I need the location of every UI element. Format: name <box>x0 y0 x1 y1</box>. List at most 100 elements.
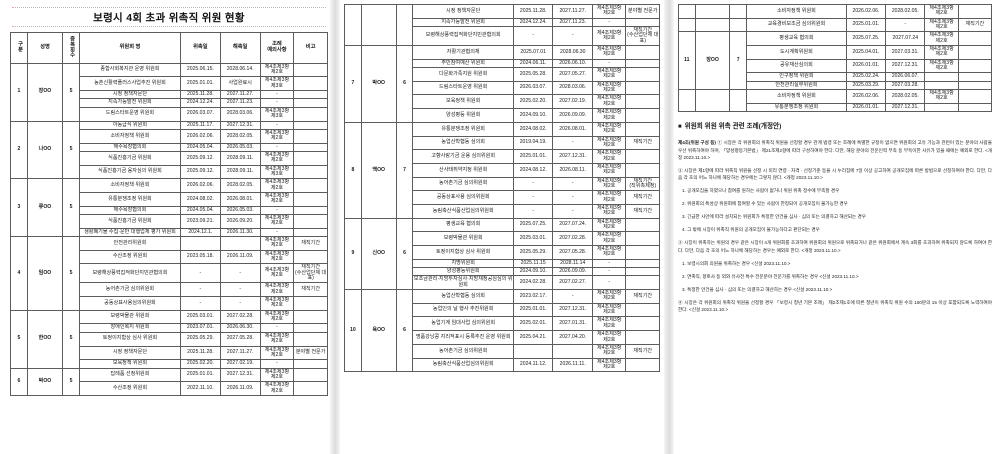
cell-committee: 보육정책 위원회 <box>78 359 181 369</box>
cell-end-date: 2026.11.11. <box>552 357 594 373</box>
cell-start-date: 2026.02.06. <box>845 4 887 19</box>
cell-start-date: 2026.03.07. <box>179 106 221 122</box>
col-header-name: 성명 <box>26 32 64 64</box>
cell-end-date: 2027.11.23. <box>552 17 594 28</box>
cell-note <box>625 267 660 277</box>
ordinance-note-block: ■ 위원회 위원 위촉 관련 조례(개정안) 제4조(위원 구성 등) ① 시장은… <box>678 122 992 313</box>
cell-committee: 소비자정책 위원회 <box>746 89 847 104</box>
cell-start-date: - <box>512 26 554 47</box>
cell-ordinance: - <box>592 258 627 269</box>
cell-committee: 농어촌기금 심의위원회 <box>412 343 514 359</box>
cell-note: 분야별 전문가 <box>293 345 328 361</box>
cell-note <box>293 98 328 108</box>
cell-index: 5 <box>10 309 28 369</box>
table-row: 4 임OO 5 안전관리위원회 제4조제3항 제2호 재직기간 <box>10 236 328 311</box>
cell-committee: 지속가능발전 위원회 <box>78 98 181 108</box>
table-row: 보령해상풍력집적화단지민관협의회 - - 제4조제3항 제2호 재직기간 (수산업단체 대표… <box>11 263 328 284</box>
cell-start-date: 2026.02.06. <box>845 89 887 104</box>
cell-name <box>694 4 731 19</box>
table-row: 수산조정 위원회 2022.11.10. 2026.11.09. 제4조제3항 제2호 <box>11 381 328 396</box>
cell-committee: 유통분쟁조정 위원회 <box>78 191 181 207</box>
cell-start-date: 2025.07.25. <box>845 31 887 47</box>
cell-note <box>293 90 328 100</box>
cell-note <box>625 67 660 82</box>
cell-start-date: 2025.11.28. <box>512 4 554 19</box>
cell-ordinance: 제4조제3항 제2호 <box>259 331 295 347</box>
cell-index: 4 <box>10 236 28 311</box>
table-row: 명품강낭콩 지리적표시 등록추진 운영 위원회 2025.04.21. 2027.0… <box>345 330 660 345</box>
table-row: 공동상표사용 심의위원회 - - 제4조제3항 제2호 재직기간 <box>345 190 660 205</box>
cell-start-date: 2025.01.01. <box>512 149 554 164</box>
cell-end-date: 2027.05.28. <box>219 331 261 347</box>
cell-note <box>625 275 660 291</box>
ordinance-item-2-3: 3. 특정한 안건을 심사ㆍ심의 또는 의결하고 해산하는 경우 <신설 202… <box>682 286 833 292</box>
cell-end-date: - <box>552 26 594 47</box>
cell-end-date: 2027.07.24. <box>552 217 594 233</box>
table-row: 지속가능발전 위원회 2024.12.24. 2027.11.23. - <box>11 98 328 108</box>
cell-name: 박OO <box>26 367 64 396</box>
cell-end-date: 2028.06.30 <box>552 45 594 60</box>
cell-committee: 지명위원회 <box>412 258 514 269</box>
cell-end-date: 2028.09.11. <box>219 150 261 166</box>
cell-committee: 자활기관협의체 <box>412 45 514 60</box>
cell-end-date: 2026.06.10. <box>552 58 594 69</box>
table-row: 보령해상풍력집적화단지민관협의회 - - 제4조제3항 제2호 재직기간 (수산업단체 대표… <box>345 26 660 47</box>
cell-note <box>625 357 660 373</box>
cell-committee: 교육경비보조금 심의위원회 <box>746 17 847 33</box>
table-row: 농촌신활력플러스사업추진 위원회 2025.01.01. 사업완료시 제4조제3항 제3… <box>11 76 328 92</box>
table-row: 안전관리실무위원회 2025.03.29. 2027.03.28. <box>679 80 993 91</box>
cell-committee: 농업기계 임대사업 심의위원회 <box>412 316 514 332</box>
cell-note <box>957 80 993 91</box>
cell-ordinance: 제4조제3항 제2호 <box>592 67 627 82</box>
cell-index <box>344 3 362 47</box>
cell-start-date: 2025.03.29. <box>845 80 887 91</box>
cell-committee: 농업인의 날 행사 추진위원회 <box>412 302 514 318</box>
cell-start-date: 2025.02.20. <box>179 359 221 369</box>
cell-end-date: 2027.12.31. <box>552 149 594 164</box>
ordinance-heading-text: 위원회 위원 위촉 관련 조례(개정안) <box>684 123 782 131</box>
cell-ordinance: 제4조제3항 제2호 <box>259 62 295 78</box>
table-row: 보령박물관 위원회 2025.03.01. 2027.02.28. 제4조제3항 제2호 <box>345 231 660 247</box>
cell-start-date: 2024.08.02. <box>179 191 221 207</box>
cell-committee: 농어촌기금 심의위원회 <box>412 176 514 192</box>
cell-end-date: 2027.12.31. <box>552 302 594 318</box>
cell-start-date: 2024.12.24. <box>512 17 554 28</box>
cell-ordinance: 제4조제3항 제2호 <box>924 31 959 47</box>
cell-end-date: - <box>552 289 594 304</box>
cell-end-date: 2026.08.01. <box>219 191 261 207</box>
table-row: 10 육OO 6 농업산학협동 심의회 2023.02.17. - 제4조제3항 제2호 재직기… <box>344 289 660 373</box>
cell-start-date <box>512 343 554 359</box>
table-row: 시정 정책자문단 2025.11.28. 2027.11.27. 제4조제3항 제2호 분… <box>344 3 660 47</box>
cell-end-date: - <box>219 282 261 298</box>
cell-end-date: 2026.11.09. <box>219 249 261 265</box>
cell-note <box>957 89 993 104</box>
cell-committee: 답례품 선정위원회 <box>78 367 181 383</box>
committee-table-part3: 소비자정책 위원회 2026.02.06. 2028.02.05. 제4조제3항 제2호… <box>678 4 993 113</box>
cell-start-date: 2019.04.19. <box>512 135 554 151</box>
cell-committee: 양성평등 위원회 <box>412 108 514 123</box>
cell-note <box>293 106 328 122</box>
cell-note <box>293 191 328 207</box>
col-header-ordinance: 조례 예외사항 <box>259 32 295 64</box>
table-row: 보육정책 위원회 2025.02.20. 2027.02.19. 제4조제3항 제2호 <box>345 94 660 110</box>
cell-count: 6 <box>395 45 414 123</box>
cell-ordinance: - <box>259 142 295 152</box>
table-row: 해수욕장협의회 2024.05.04. 2026.05.03. - <box>11 205 328 215</box>
cell-ordinance: 제4조제3항 제2호 <box>924 89 959 104</box>
ordinance-heading: ■ 위원회 위원 위촉 관련 조례(개정안) <box>678 122 992 132</box>
cell-start-date: 2023.07.01. <box>179 323 221 333</box>
cell-note <box>625 330 660 345</box>
cell-committee: 농업산학협동 심의회 <box>412 135 514 151</box>
cell-start-date: 2026.01.01. <box>845 102 887 113</box>
cell-note: 재직기간 (수산업단체 대표) <box>293 263 328 284</box>
cell-count: 5 <box>62 62 80 122</box>
col-header-committee: 위원회 명 <box>78 32 181 64</box>
page-section-3: 소비자정책 위원회 2026.02.06. 2028.02.05. 제4조제3항 제2호… <box>670 0 1000 454</box>
cell-committee: 농어촌기금 심의위원회 <box>78 282 181 298</box>
cell-committee: 산사태취약지정 위원회 <box>412 162 514 178</box>
title-guideline-bottom <box>12 26 326 27</box>
table-row: 해수욕장협의회 2024.05.04. 2026.05.03. - <box>11 142 328 152</box>
ordinance-item-2-2: 2. 면촉직, 향토사 등 외와 유사전 특수 전문분야 전문가를 위촉하는 경… <box>682 273 859 279</box>
table-row: 8 백OO 7 유통분쟁조정 위원회 2024.08.02. 2026.08.01. 제4조… <box>344 121 660 219</box>
